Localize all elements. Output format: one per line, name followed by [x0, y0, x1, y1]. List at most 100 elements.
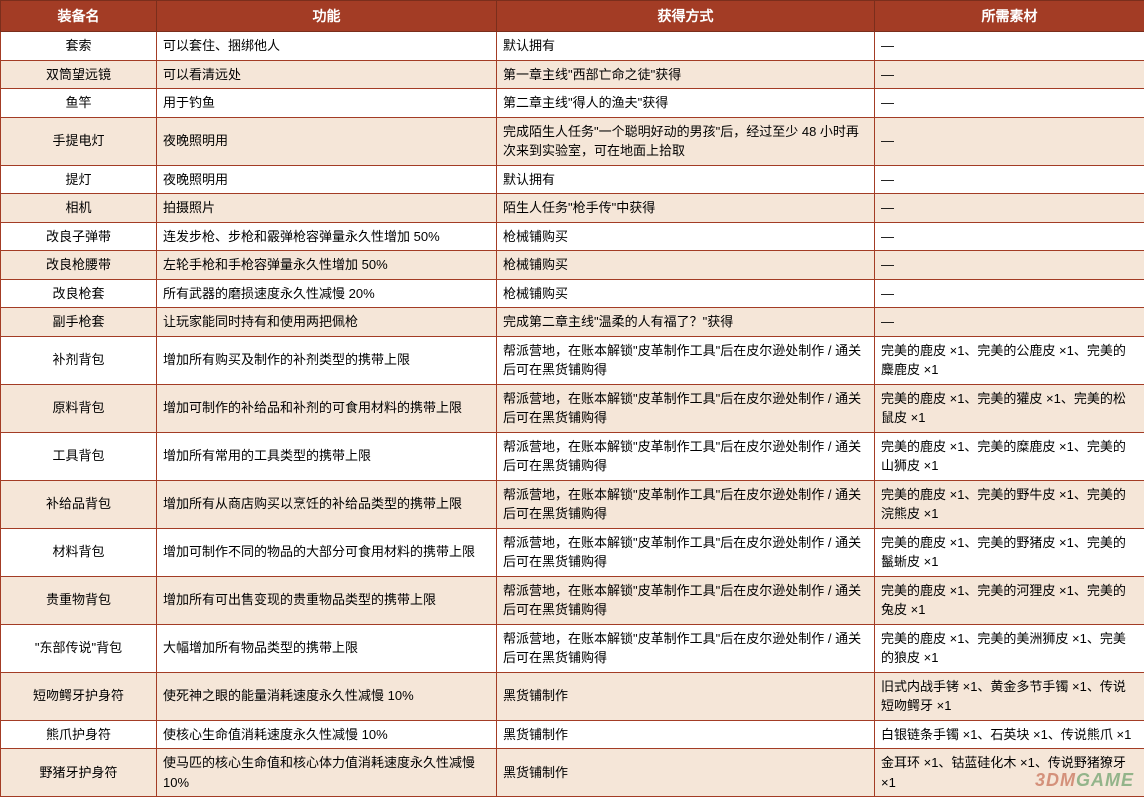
cell-obtain: 枪械铺购买	[497, 279, 875, 308]
cell-func: 可以套住、捆绑他人	[157, 32, 497, 61]
table-row: 鱼竿用于钓鱼第二章主线"得人的渔夫"获得—	[1, 89, 1144, 118]
cell-name: 改良枪腰带	[1, 251, 157, 280]
cell-name: 工具背包	[1, 432, 157, 480]
col-header-mat: 所需素材	[875, 1, 1144, 32]
cell-obtain: 黑货铺制作	[497, 672, 875, 720]
table-row: 补剂背包增加所有购买及制作的补剂类型的携带上限帮派营地，在账本解锁"皮革制作工具…	[1, 336, 1144, 384]
table-row: 提灯夜晚照明用默认拥有—	[1, 165, 1144, 194]
cell-obtain: 枪械铺购买	[497, 251, 875, 280]
table-row: 材料背包增加可制作不同的物品的大部分可食用材料的携带上限帮派营地，在账本解锁"皮…	[1, 528, 1144, 576]
cell-mat: 完美的鹿皮 ×1、完美的獾皮 ×1、完美的松鼠皮 ×1	[875, 384, 1144, 432]
cell-func: 可以看清远处	[157, 60, 497, 89]
table-row: "东部传说"背包大幅增加所有物品类型的携带上限帮派营地，在账本解锁"皮革制作工具…	[1, 624, 1144, 672]
cell-obtain: 第二章主线"得人的渔夫"获得	[497, 89, 875, 118]
cell-func: 连发步枪、步枪和霰弹枪容弹量永久性增加 50%	[157, 222, 497, 251]
table-row: 套索可以套住、捆绑他人默认拥有—	[1, 32, 1144, 61]
cell-mat: —	[875, 194, 1144, 223]
cell-name: 补给品背包	[1, 480, 157, 528]
cell-obtain: 帮派营地，在账本解锁"皮革制作工具"后在皮尔逊处制作 / 通关后可在黑货铺购得	[497, 384, 875, 432]
cell-obtain: 陌生人任务"枪手传"中获得	[497, 194, 875, 223]
cell-name: 改良子弹带	[1, 222, 157, 251]
cell-func: 夜晚照明用	[157, 165, 497, 194]
cell-func: 增加所有购买及制作的补剂类型的携带上限	[157, 336, 497, 384]
table-row: 贵重物背包增加所有可出售变现的贵重物品类型的携带上限帮派营地，在账本解锁"皮革制…	[1, 576, 1144, 624]
cell-mat: —	[875, 117, 1144, 165]
table-row: 手提电灯夜晚照明用完成陌生人任务"一个聪明好动的男孩"后，经过至少 48 小时再…	[1, 117, 1144, 165]
col-header-obtain: 获得方式	[497, 1, 875, 32]
col-header-name: 装备名	[1, 1, 157, 32]
table-row: 改良枪套所有武器的磨损速度永久性减慢 20%枪械铺购买—	[1, 279, 1144, 308]
cell-obtain: 完成第二章主线"温柔的人有福了？"获得	[497, 308, 875, 337]
cell-obtain: 默认拥有	[497, 165, 875, 194]
cell-obtain: 黑货铺制作	[497, 749, 875, 797]
cell-name: 鱼竿	[1, 89, 157, 118]
cell-name: 熊爪护身符	[1, 720, 157, 749]
cell-mat: 完美的鹿皮 ×1、完美的美洲狮皮 ×1、完美的狼皮 ×1	[875, 624, 1144, 672]
cell-mat: —	[875, 251, 1144, 280]
cell-mat: —	[875, 32, 1144, 61]
cell-mat: 白银链条手镯 ×1、石英块 ×1、传说熊爪 ×1	[875, 720, 1144, 749]
cell-mat: 完美的鹿皮 ×1、完美的野猪皮 ×1、完美的鬣蜥皮 ×1	[875, 528, 1144, 576]
table-row: 副手枪套让玩家能同时持有和使用两把佩枪完成第二章主线"温柔的人有福了？"获得—	[1, 308, 1144, 337]
cell-obtain: 枪械铺购买	[497, 222, 875, 251]
cell-obtain: 帮派营地，在账本解锁"皮革制作工具"后在皮尔逊处制作 / 通关后可在黑货铺购得	[497, 336, 875, 384]
cell-name: 野猪牙护身符	[1, 749, 157, 797]
cell-func: 夜晚照明用	[157, 117, 497, 165]
cell-mat: —	[875, 279, 1144, 308]
cell-mat: —	[875, 165, 1144, 194]
table-row: 改良子弹带连发步枪、步枪和霰弹枪容弹量永久性增加 50%枪械铺购买—	[1, 222, 1144, 251]
cell-obtain: 帮派营地，在账本解锁"皮革制作工具"后在皮尔逊处制作 / 通关后可在黑货铺购得	[497, 528, 875, 576]
cell-obtain: 第一章主线"西部亡命之徒"获得	[497, 60, 875, 89]
cell-mat: 完美的鹿皮 ×1、完美的河狸皮 ×1、完美的兔皮 ×1	[875, 576, 1144, 624]
table-row: 双筒望远镜可以看清远处第一章主线"西部亡命之徒"获得—	[1, 60, 1144, 89]
cell-func: 增加可制作不同的物品的大部分可食用材料的携带上限	[157, 528, 497, 576]
cell-name: 短吻鳄牙护身符	[1, 672, 157, 720]
table-row: 短吻鳄牙护身符使死神之眼的能量消耗速度永久性减慢 10%黑货铺制作旧式内战手铐 …	[1, 672, 1144, 720]
table-body: 套索可以套住、捆绑他人默认拥有—双筒望远镜可以看清远处第一章主线"西部亡命之徒"…	[1, 32, 1144, 797]
cell-name: 原料背包	[1, 384, 157, 432]
cell-func: 增加所有从商店购买以烹饪的补给品类型的携带上限	[157, 480, 497, 528]
cell-name: 套索	[1, 32, 157, 61]
cell-obtain: 默认拥有	[497, 32, 875, 61]
cell-func: 大幅增加所有物品类型的携带上限	[157, 624, 497, 672]
cell-obtain: 帮派营地，在账本解锁"皮革制作工具"后在皮尔逊处制作 / 通关后可在黑货铺购得	[497, 576, 875, 624]
cell-name: 相机	[1, 194, 157, 223]
cell-func: 使死神之眼的能量消耗速度永久性减慢 10%	[157, 672, 497, 720]
table-row: 工具背包增加所有常用的工具类型的携带上限帮派营地，在账本解锁"皮革制作工具"后在…	[1, 432, 1144, 480]
cell-func: 用于钓鱼	[157, 89, 497, 118]
cell-mat: 金耳环 ×1、钴蓝硅化木 ×1、传说野猪獠牙 ×1	[875, 749, 1144, 797]
cell-obtain: 完成陌生人任务"一个聪明好动的男孩"后，经过至少 48 小时再次来到实验室，可在…	[497, 117, 875, 165]
cell-mat: 旧式内战手铐 ×1、黄金多节手镯 ×1、传说短吻鳄牙 ×1	[875, 672, 1144, 720]
cell-name: 材料背包	[1, 528, 157, 576]
cell-func: 增加可制作的补给品和补剂的可食用材料的携带上限	[157, 384, 497, 432]
cell-mat: 完美的鹿皮 ×1、完美的野牛皮 ×1、完美的浣熊皮 ×1	[875, 480, 1144, 528]
table-row: 熊爪护身符使核心生命值消耗速度永久性减慢 10%黑货铺制作白银链条手镯 ×1、石…	[1, 720, 1144, 749]
cell-name: "东部传说"背包	[1, 624, 157, 672]
cell-func: 拍摄照片	[157, 194, 497, 223]
cell-obtain: 帮派营地，在账本解锁"皮革制作工具"后在皮尔逊处制作 / 通关后可在黑货铺购得	[497, 624, 875, 672]
cell-mat: —	[875, 308, 1144, 337]
table-header-row: 装备名 功能 获得方式 所需素材	[1, 1, 1144, 32]
cell-name: 手提电灯	[1, 117, 157, 165]
cell-name: 改良枪套	[1, 279, 157, 308]
cell-func: 左轮手枪和手枪容弹量永久性增加 50%	[157, 251, 497, 280]
table-row: 补给品背包增加所有从商店购买以烹饪的补给品类型的携带上限帮派营地，在账本解锁"皮…	[1, 480, 1144, 528]
cell-mat: —	[875, 222, 1144, 251]
cell-obtain: 黑货铺制作	[497, 720, 875, 749]
cell-name: 提灯	[1, 165, 157, 194]
cell-name: 副手枪套	[1, 308, 157, 337]
cell-mat: 完美的鹿皮 ×1、完美的公鹿皮 ×1、完美的麋鹿皮 ×1	[875, 336, 1144, 384]
cell-func: 让玩家能同时持有和使用两把佩枪	[157, 308, 497, 337]
table-row: 改良枪腰带左轮手枪和手枪容弹量永久性增加 50%枪械铺购买—	[1, 251, 1144, 280]
cell-func: 增加所有可出售变现的贵重物品类型的携带上限	[157, 576, 497, 624]
cell-obtain: 帮派营地，在账本解锁"皮革制作工具"后在皮尔逊处制作 / 通关后可在黑货铺购得	[497, 480, 875, 528]
cell-name: 贵重物背包	[1, 576, 157, 624]
cell-name: 双筒望远镜	[1, 60, 157, 89]
cell-mat: 完美的鹿皮 ×1、完美的糜鹿皮 ×1、完美的山狮皮 ×1	[875, 432, 1144, 480]
cell-name: 补剂背包	[1, 336, 157, 384]
cell-mat: —	[875, 89, 1144, 118]
equipment-table: 装备名 功能 获得方式 所需素材 套索可以套住、捆绑他人默认拥有—双筒望远镜可以…	[0, 0, 1144, 797]
cell-func: 使核心生命值消耗速度永久性减慢 10%	[157, 720, 497, 749]
col-header-func: 功能	[157, 1, 497, 32]
table-row: 野猪牙护身符使马匹的核心生命值和核心体力值消耗速度永久性减慢 10%黑货铺制作金…	[1, 749, 1144, 797]
